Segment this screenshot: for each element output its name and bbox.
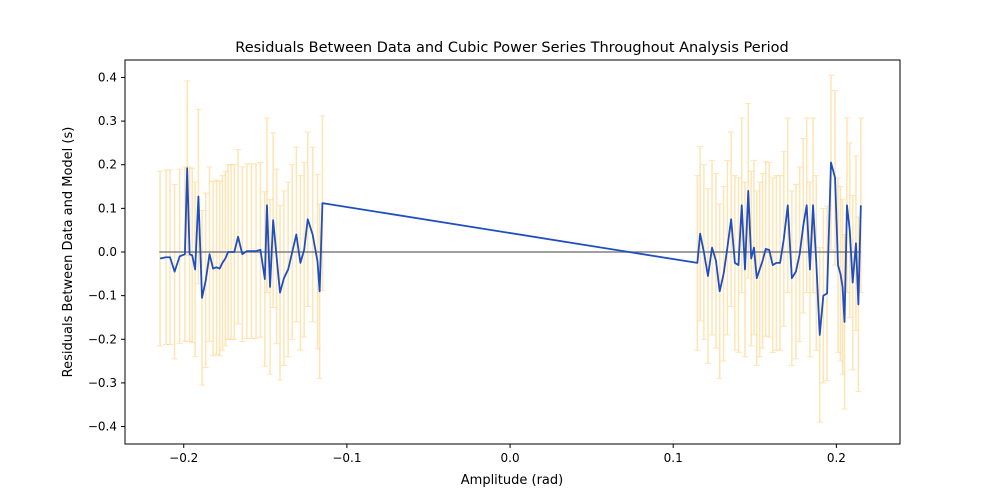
errorbar xyxy=(157,170,164,347)
y-tick-label: −0.1 xyxy=(88,289,117,303)
x-tick-label: −0.2 xyxy=(169,451,198,465)
chart-title: Residuals Between Data and Cubic Power S… xyxy=(235,40,788,56)
y-tick-label: 0.4 xyxy=(98,70,117,84)
y-tick-label: 0.2 xyxy=(98,158,117,172)
x-tick-label: 0.2 xyxy=(827,451,846,465)
y-tick-label: −0.4 xyxy=(88,420,117,434)
residuals-series-line xyxy=(159,161,862,336)
y-tick-label: 0.0 xyxy=(98,245,117,259)
x-tick-label: 0.0 xyxy=(501,451,520,465)
errorbar-layer xyxy=(157,74,864,423)
y-axis-label: Residuals Between Data and Model (s) xyxy=(61,127,76,378)
y-tick-label: 0.1 xyxy=(98,201,117,215)
y-axis: −0.4 −0.3 −0.2 −0.1 0.0 0.1 0.2 0.3 0.4 xyxy=(88,70,125,434)
y-tick-label: −0.2 xyxy=(88,332,117,346)
series-layer xyxy=(159,161,862,336)
x-axis-label: Amplitude (rad) xyxy=(461,473,563,488)
y-tick-label: 0.3 xyxy=(98,114,117,128)
x-tick-label: 0.1 xyxy=(664,451,683,465)
x-tick-label: −0.1 xyxy=(332,451,361,465)
y-tick-label: −0.3 xyxy=(88,376,117,390)
x-axis: −0.2 −0.1 0.0 0.1 0.2 xyxy=(169,444,846,465)
